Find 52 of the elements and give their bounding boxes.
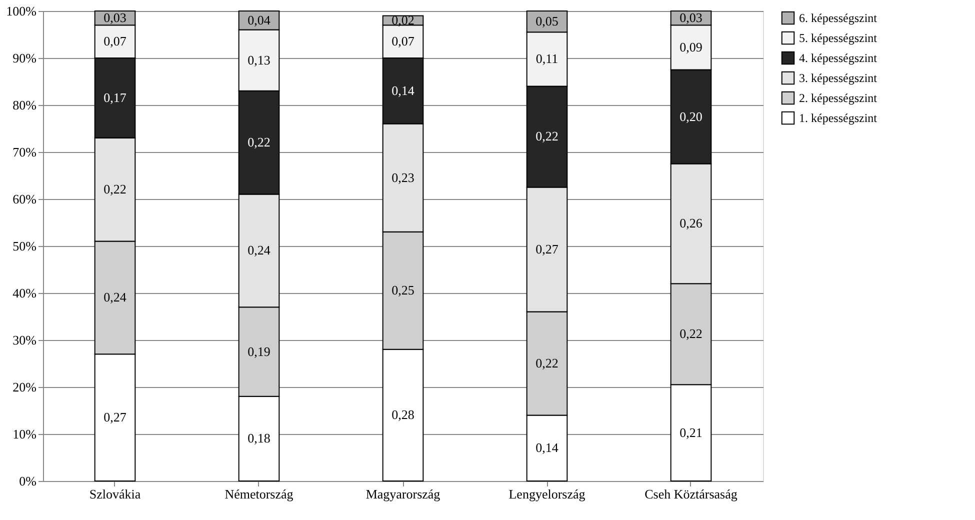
y-tick-label: 40% [12,286,37,300]
data-label: 0,14 [392,82,415,98]
data-label: 0,27 [104,410,127,425]
y-tick-label: 0% [19,474,37,488]
data-label: 0,22 [104,182,126,197]
x-tick-label: Cseh Köztársaság [644,486,738,502]
data-label: 0,04 [248,12,271,28]
x-tick-label: Lengyelország [508,486,586,502]
data-label: 0,26 [680,216,703,231]
data-label: 0,17 [104,90,127,105]
y-tick-label: 60% [12,192,37,206]
data-label: 0,14 [536,440,559,456]
y-tick-label: 80% [12,98,37,112]
data-label: 0,03 [104,10,126,26]
data-label: 0,13 [248,52,270,68]
data-label: 0,07 [392,34,415,49]
data-label: 0,07 [104,34,127,49]
data-label: 0,03 [680,10,702,26]
data-label: 0,22 [536,356,558,370]
y-tick-label: 50% [12,238,37,254]
data-label: 0,25 [392,282,414,298]
data-label: 0,09 [680,39,702,54]
y-tick-label: 70% [12,144,37,160]
data-label: 0,22 [536,128,558,144]
y-tick-label: 30% [12,332,37,348]
legend-label: 3. képességszint [799,71,878,85]
data-label: 0,20 [680,108,702,124]
data-label: 0,22 [680,326,702,342]
data-label: 0,18 [248,430,270,446]
legend-label: 2. képességszint [799,91,878,105]
legend-label: 1. képességszint [799,111,878,125]
y-tick-label: 20% [12,380,37,394]
y-tick-label: 100% [6,4,37,18]
data-label: 0,05 [536,14,558,29]
data-label: 0,24 [248,242,271,258]
legend-label: 5. képességszint [799,31,878,45]
y-tick-label: 10% [12,426,37,442]
data-label: 0,21 [680,424,702,440]
legend-label: 6. képességszint [799,11,878,25]
x-tick-label: Magyarország [366,486,441,502]
y-tick-label: 90% [12,50,37,66]
data-label: 0,24 [104,290,127,305]
data-label: 0,19 [248,344,270,359]
data-label: 0,23 [392,170,414,185]
data-label: 0,22 [248,134,270,150]
data-label: 0,11 [536,51,558,66]
x-tick-label: Németország [224,486,294,502]
data-label: 0,28 [392,407,414,422]
x-tick-label: Szlovákia [89,486,141,502]
data-label: 0,02 [392,12,414,28]
data-label: 0,27 [536,242,559,257]
legend-label: 4. képességszint [799,51,878,65]
